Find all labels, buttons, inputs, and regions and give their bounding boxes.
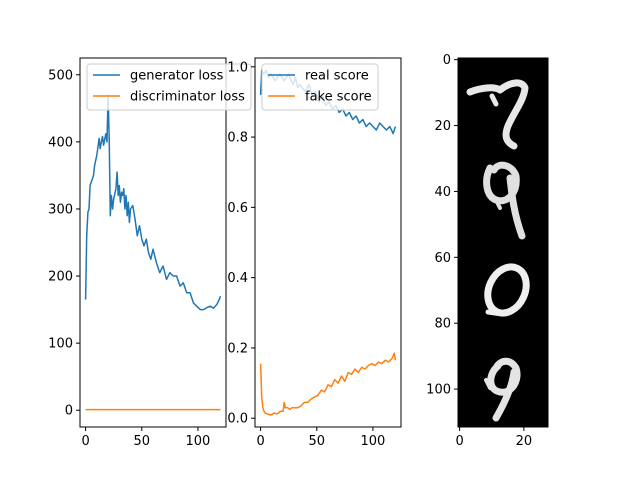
score-chart: 0 50 100 0.0 0.2 0.4 0.6 0.8 1.0 real score fake…: [227, 57, 402, 449]
score-y-tick-label: 0.6: [227, 201, 248, 216]
score-y-tick-label: 0.8: [227, 131, 248, 146]
loss-legend: generator loss discriminator loss: [86, 63, 252, 111]
score-x-tick-label: 50: [308, 434, 325, 449]
image-y-ticks: 0 20 40 60 80 100: [426, 53, 458, 398]
loss-chart: 0 50 100 0 100 200 300 400 500 generator loss di…: [48, 57, 252, 449]
generated-digit-4: [483, 161, 526, 240]
loss-x-tick-label: 50: [133, 434, 150, 449]
loss-series-lines: [84, 94, 222, 411]
score-plot-frame: [254, 57, 402, 428]
loss-y-tick-label: 300: [48, 202, 73, 217]
image-x-tick-label: 0: [455, 434, 463, 449]
score-legend-label-1: fake score: [305, 90, 372, 105]
image-y-tick-label: 60: [434, 251, 451, 266]
loss-y-tick-label: 100: [48, 337, 73, 352]
score-y-tick-label: 0.0: [227, 412, 248, 427]
score-y-tick-label: 0.2: [227, 341, 248, 356]
score-x-ticks: 0 50 100: [256, 427, 385, 449]
image-frame: [457, 57, 549, 428]
image-y-tick-label: 100: [426, 383, 451, 398]
loss-x-tick-label: 100: [186, 434, 211, 449]
score-series-lines: [259, 69, 397, 416]
generated-digit-7: [466, 79, 529, 150]
loss-y-tick-label: 400: [48, 135, 73, 150]
generated-digit-9: [484, 357, 521, 422]
image-y-tick-label: 40: [434, 185, 451, 200]
score-y-tick-label: 1.0: [227, 60, 248, 75]
score-x-tick-label: 100: [361, 434, 386, 449]
loss-series-line-0: [84, 94, 222, 311]
loss-y-tick-label: 500: [48, 68, 73, 83]
loss-y-ticks: 0 100 200 300 400 500: [48, 68, 80, 419]
generated-digit-0: [484, 263, 530, 317]
generated-image-panel: 0 20 0 20 40 60 80 100: [426, 53, 549, 449]
image-y-tick-label: 80: [434, 317, 451, 332]
loss-x-ticks: 0 50 100: [81, 427, 210, 449]
loss-plot-frame: [79, 57, 227, 428]
score-legend-label-0: real score: [305, 69, 369, 84]
score-series-line-1: [259, 352, 397, 416]
score-y-ticks: 0.0 0.2 0.4 0.6 0.8 1.0: [227, 60, 255, 427]
loss-legend-label-0: generator loss: [130, 69, 224, 84]
loss-x-tick-label: 0: [81, 434, 89, 449]
image-y-tick-label: 20: [434, 119, 451, 134]
score-legend: real score fake score: [261, 63, 379, 111]
image-x-ticks: 0 20: [455, 427, 532, 449]
image-y-tick-label: 0: [443, 53, 451, 68]
score-y-tick-label: 0.4: [227, 271, 248, 286]
loss-legend-label-1: discriminator loss: [130, 90, 245, 105]
score-x-tick-label: 0: [256, 434, 264, 449]
loss-y-tick-label: 200: [48, 270, 73, 285]
generated-image-background: [458, 58, 548, 427]
loss-y-tick-label: 0: [65, 404, 73, 419]
generated-digits: [466, 79, 530, 422]
image-x-tick-label: 20: [516, 434, 533, 449]
loss-legend-box: [86, 63, 252, 111]
